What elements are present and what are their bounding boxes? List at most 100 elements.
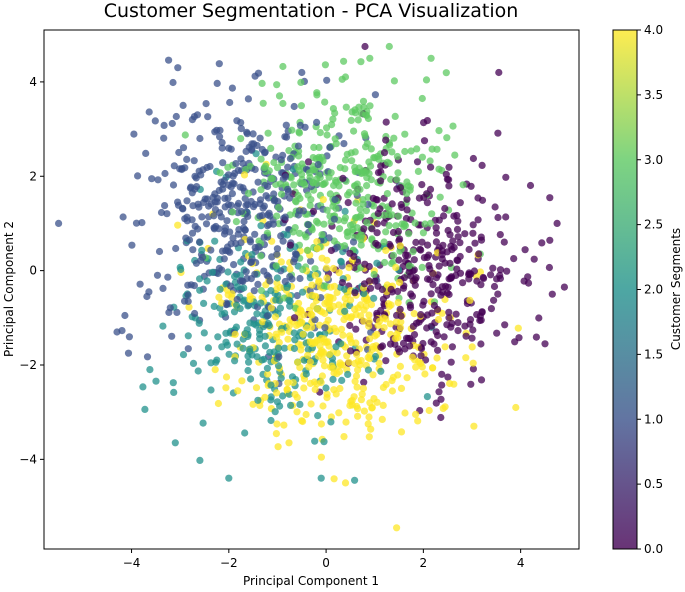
data-point xyxy=(346,335,354,343)
data-point xyxy=(342,103,350,111)
data-point xyxy=(367,301,376,309)
data-point xyxy=(258,211,266,220)
data-point xyxy=(287,401,295,409)
data-point xyxy=(366,335,374,343)
data-point xyxy=(373,259,381,267)
x-tick-label: −2 xyxy=(220,556,238,570)
data-point xyxy=(195,319,203,327)
data-point xyxy=(329,105,337,113)
data-point xyxy=(441,259,449,267)
data-point xyxy=(397,428,406,436)
data-point xyxy=(511,338,519,346)
data-point xyxy=(232,323,240,331)
data-point xyxy=(157,208,166,217)
data-point xyxy=(234,199,243,207)
data-point xyxy=(273,389,281,397)
data-point xyxy=(121,311,129,320)
data-point xyxy=(333,288,341,297)
data-point xyxy=(307,331,315,339)
data-point xyxy=(474,194,482,202)
data-point xyxy=(365,413,373,421)
data-point xyxy=(294,191,302,200)
data-point xyxy=(325,303,333,311)
data-point xyxy=(388,387,396,395)
data-point xyxy=(425,262,433,270)
data-point xyxy=(327,246,335,255)
data-point xyxy=(132,219,141,227)
data-point xyxy=(219,159,227,167)
data-point xyxy=(367,145,375,153)
data-point xyxy=(317,453,325,461)
data-point xyxy=(142,149,150,157)
data-point xyxy=(216,285,224,293)
data-point xyxy=(445,314,453,322)
data-point xyxy=(476,268,484,276)
data-point xyxy=(357,241,365,249)
data-point xyxy=(461,322,469,330)
data-point xyxy=(323,390,331,398)
data-point xyxy=(279,392,287,400)
data-point xyxy=(295,152,303,160)
data-point xyxy=(393,176,401,184)
data-point xyxy=(443,134,451,142)
data-point xyxy=(316,129,324,137)
colorbar: 0.0 0.5 1.0 1.5 2.0 2.5 3.0 3.5 4.0 Customer Seg… xyxy=(612,23,683,556)
data-point xyxy=(244,189,253,197)
data-point xyxy=(392,263,400,271)
data-point xyxy=(227,282,235,290)
data-point xyxy=(191,309,199,318)
data-point xyxy=(233,340,241,348)
data-point xyxy=(193,183,201,191)
data-point xyxy=(394,371,402,379)
data-point xyxy=(346,321,354,330)
data-point xyxy=(366,54,374,62)
data-point xyxy=(353,383,361,391)
data-point xyxy=(184,345,192,353)
data-point xyxy=(169,181,178,189)
data-point xyxy=(288,126,296,134)
data-point xyxy=(414,417,422,425)
data-point xyxy=(196,286,204,294)
data-point xyxy=(228,290,236,298)
data-point xyxy=(379,383,387,392)
data-point xyxy=(311,385,319,393)
data-point xyxy=(311,437,319,445)
data-point xyxy=(284,185,292,193)
data-point xyxy=(437,413,445,422)
data-point xyxy=(335,301,343,309)
data-point xyxy=(397,312,405,320)
data-point xyxy=(347,149,355,157)
data-point xyxy=(404,334,412,343)
data-point xyxy=(221,227,229,235)
data-point xyxy=(350,264,358,272)
data-point xyxy=(283,385,291,393)
data-point xyxy=(369,371,377,379)
data-point xyxy=(179,351,188,359)
data-point xyxy=(254,69,263,77)
data-point xyxy=(113,328,121,336)
data-point xyxy=(295,229,304,237)
data-point xyxy=(184,281,192,289)
data-point xyxy=(417,345,426,353)
data-point xyxy=(277,258,285,266)
data-point xyxy=(345,358,353,366)
data-point xyxy=(530,255,538,263)
data-point xyxy=(330,215,338,223)
data-point xyxy=(279,151,287,159)
data-point xyxy=(154,176,162,184)
data-point xyxy=(195,238,204,246)
data-point xyxy=(290,181,298,189)
data-point xyxy=(384,158,392,166)
data-point xyxy=(339,331,347,339)
data-point xyxy=(335,269,343,277)
data-point xyxy=(284,163,292,171)
data-point xyxy=(241,329,249,338)
data-point xyxy=(306,173,314,182)
data-point xyxy=(548,290,556,298)
data-point xyxy=(374,209,382,218)
data-point xyxy=(199,419,207,427)
data-point xyxy=(267,381,275,389)
data-point xyxy=(185,236,194,244)
data-point xyxy=(337,361,345,369)
data-point xyxy=(362,207,370,215)
